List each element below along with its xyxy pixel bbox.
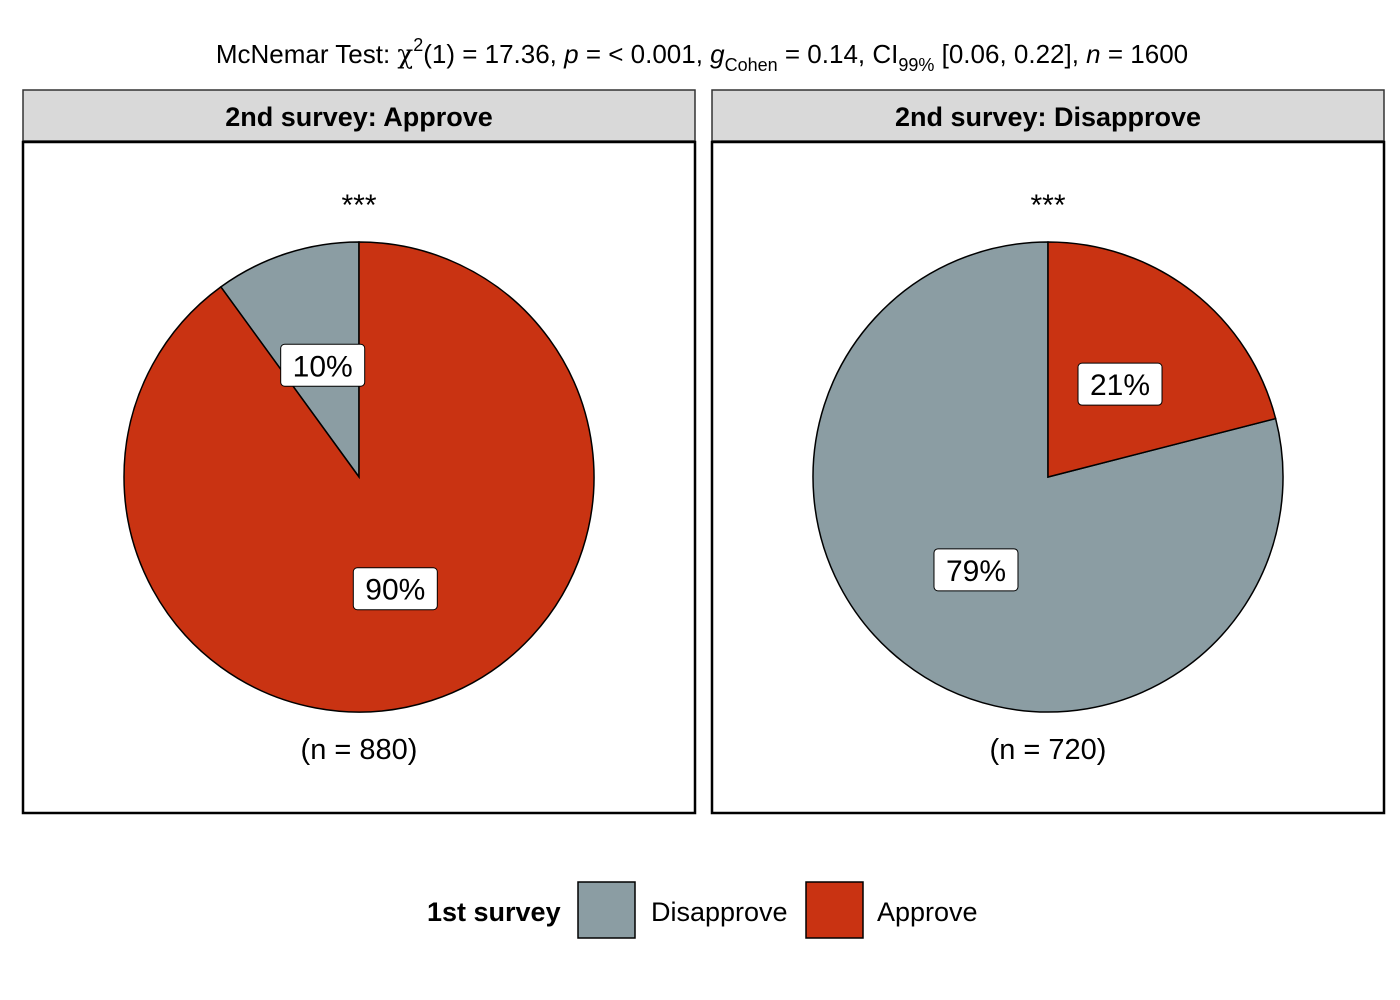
pie-label-box [1077, 362, 1163, 406]
pie-label-text: 21% [1090, 369, 1150, 402]
legend-swatch-disapprove [577, 881, 636, 939]
pie-label-2nd-survey-approve-disapprove: 10% [280, 343, 366, 387]
pie-label-box [933, 548, 1019, 592]
pie-label-box [280, 343, 366, 387]
pie-slice-2nd-survey-disapprove-approve [1047, 241, 1277, 478]
legend: 1st survey Disapprove Approve [427, 881, 978, 939]
legend-label-approve: Approve [877, 897, 978, 927]
sample-size-disapprove: (n = 720) [990, 734, 1107, 766]
significance-marker-disapprove: *** [1030, 189, 1065, 222]
pie-label-2nd-survey-disapprove-approve: 21% [1077, 362, 1163, 406]
facet-strip-approve [22, 89, 696, 142]
pie-slice-2nd-survey-approve-approve [123, 241, 595, 713]
legend-label-disapprove: Disapprove [651, 897, 788, 927]
facet-strip-label-disapprove: 2nd survey: Disapprove [895, 102, 1201, 132]
sample-size-approve: (n = 880) [301, 734, 418, 766]
pie-label-text: 10% [293, 350, 353, 383]
pie-label-2nd-survey-approve-approve: 90% [352, 567, 438, 611]
pie-approve: 10% 90% [123, 241, 595, 713]
legend-swatch-approve [805, 881, 864, 939]
pie-disapprove: 79% 21% [812, 241, 1284, 713]
pie-label-box [352, 567, 438, 611]
pie-label-2nd-survey-disapprove-disapprove: 79% [933, 548, 1019, 592]
chart-title: McNemar Test: χ2(1) = 17.36, p = < 0.001… [216, 35, 1188, 75]
legend-title: 1st survey [427, 897, 561, 927]
facet-strip-disapprove [711, 89, 1385, 142]
facet-panel-disapprove: 2nd survey: Disapprove *** 79% 21% (n = 7… [710, 89, 1386, 815]
pie-label-text: 90% [365, 574, 425, 607]
pie-label-text: 79% [946, 555, 1006, 588]
facet-panel-approve: 2nd survey: Approve *** 10% 90% (n = 880) [21, 89, 697, 815]
facet-strip-label-approve: 2nd survey: Approve [225, 102, 493, 132]
significance-marker-approve: *** [341, 189, 376, 222]
